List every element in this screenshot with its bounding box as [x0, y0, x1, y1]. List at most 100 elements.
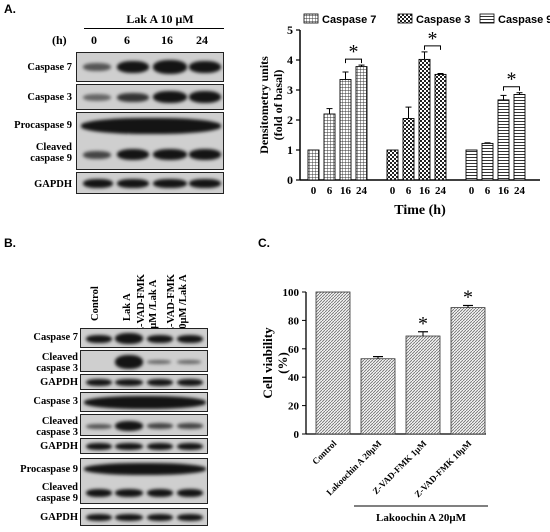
chart-a-sig-star: *: [507, 69, 517, 91]
chart-a-ytick-label: 5: [287, 23, 293, 37]
chart-a-xlabel: Time (h): [394, 203, 446, 218]
panel-c-letter: C.: [258, 236, 270, 250]
chart-a-xtick-label: 16: [498, 185, 510, 197]
blot-a-cleaved-caspase9-label: Cleaved caspase 9: [30, 142, 72, 164]
panel-b-letter: B.: [4, 236, 16, 250]
panel-b-lane-3: Z-VAD-FMK 10μM /Lak A: [166, 274, 189, 334]
chart-a-ytick-label: 1: [287, 143, 293, 157]
chart-a-xtick-label: 24: [435, 185, 447, 197]
chart-a-ytick-label: 4: [287, 53, 293, 67]
chart-a-bar: [355, 66, 368, 181]
chart-a-bar: [307, 149, 320, 181]
blot-b-gapdh1: [80, 374, 208, 390]
chart-c-bar: [315, 291, 351, 435]
panel-a-lane-2: 16: [161, 33, 173, 47]
chart-a-xtick-label: 16: [340, 185, 352, 197]
blot-b-gapdh1-label: GAPDH: [40, 377, 78, 388]
panel-a-time-unit: (h): [52, 33, 67, 47]
chart-a-bar: [465, 149, 478, 181]
panel-b-lane-0: Control: [90, 286, 101, 321]
chart-c-bar: [360, 358, 396, 435]
panel-a-lane-0: 0: [91, 33, 97, 47]
chart-a-legend-swatch: [479, 13, 495, 24]
blot-b-gapdh2-label: GAPDH: [40, 441, 78, 452]
chart-a-xtick-label: 6: [327, 185, 333, 197]
blot-b-caspase7: [80, 328, 208, 348]
chart-a-bar: [513, 94, 526, 181]
chart-a-xtick-label: 0: [311, 185, 317, 197]
blot-a-caspase3-label: Caspase 3: [27, 92, 72, 103]
blot-a-caspase7: [76, 52, 224, 82]
chart-a-legend-label: Caspase 7: [322, 14, 376, 26]
blot-b-cleaved-caspase9-label: Cleaved caspase 9: [36, 482, 78, 504]
chart-a-ylabel: Densitometry units(fold of basal): [257, 56, 285, 154]
panel-a-treatment-line: [84, 28, 224, 29]
blot-b-caspase3-label: Caspase 3: [33, 396, 78, 407]
chart-a-bar: [323, 113, 336, 181]
chart-c-ytick-label: 80: [288, 315, 300, 327]
blot-a-procaspase9-label: Procaspase 9: [14, 120, 72, 131]
panel-b-lane-1: Lak A: [122, 293, 133, 321]
chart-a-xtick-label: 6: [406, 185, 412, 197]
blot-b-procaspase9-label: Procaspase 9: [20, 464, 78, 475]
chart-c-sig-star: *: [463, 286, 473, 308]
chart-c-bar: [405, 335, 441, 435]
blot-a-caspase9: [76, 112, 224, 170]
blot-a-gapdh-label: GAPDH: [34, 179, 72, 190]
chart-a-ytick-label: 3: [287, 83, 293, 97]
chart-a-sig-bracket: [503, 86, 520, 91]
panel-a-lane-3: 24: [196, 33, 208, 47]
chart-a-sig-star: *: [428, 28, 438, 50]
panel-a-lane-1: 6: [124, 33, 130, 47]
chart-a-xtick-label: 24: [514, 185, 526, 197]
blot-a-gapdh: [76, 172, 224, 194]
blot-b-cleaved-caspase3: [80, 350, 208, 372]
chart-a-ytick-label: 0: [287, 173, 293, 187]
chart-a-ytick-label: 2: [287, 113, 293, 127]
chart-a-bar: [481, 142, 494, 181]
chart-c-sig-star: *: [418, 313, 428, 335]
chart-c-xtick-label: Control: [310, 438, 339, 467]
chart-a-xtick-label: 0: [469, 185, 475, 197]
chart-a-legend-label: Caspase 3: [416, 14, 470, 26]
chart-c-ylabel: Cell viability(%): [260, 327, 290, 399]
chart-a-xtick-label: 6: [485, 185, 491, 197]
chart-a-bar: [434, 73, 447, 181]
panel-b-lane-2: Z-VAD-FMK 1μM /Lak A: [136, 274, 159, 334]
chart-a-bar: [497, 99, 510, 181]
chart-a-bar: [402, 118, 415, 181]
chart-a-legend-swatch: [303, 13, 319, 24]
chart-c-ytick-label: 20: [288, 401, 300, 413]
blot-b-caspase3: [80, 392, 208, 412]
blot-b-caspase7-label: Caspase 7: [33, 332, 78, 343]
chart-a-bar: [386, 149, 399, 181]
chart-a-sig-bracket: [345, 58, 362, 64]
chart-a-legend-swatch: [397, 13, 413, 24]
chart-c-ytick-label: 100: [283, 287, 300, 299]
chart-a-legend-label: Caspase 9: [498, 14, 550, 26]
chart-c-ytick-label: 40: [288, 372, 300, 384]
blot-b-gapdh3-label: GAPDH: [40, 512, 78, 523]
blot-b-gapdh3: [80, 508, 208, 526]
chart-a-bar: [418, 58, 431, 181]
blot-b-cleaved-caspase3b: [80, 414, 208, 436]
blot-a-caspase3: [76, 84, 224, 110]
chart-a-sig-bracket: [424, 45, 441, 50]
chart-c-bar: [450, 307, 486, 435]
chart-a-xtick-label: 16: [419, 185, 431, 197]
blot-a-caspase7-label: Caspase 7: [27, 62, 72, 73]
chart-a-sig-star: *: [349, 41, 359, 63]
blot-b-gapdh2: [80, 438, 208, 454]
panel-a-treatment: Lak A 10 μM: [126, 12, 194, 26]
chart-c-ytick-label: 0: [294, 429, 300, 441]
chart-a-xtick-label: 24: [356, 185, 368, 197]
blot-b-cleaved-caspase3b-label: Cleaved caspase 3: [36, 416, 78, 438]
panel-a-letter: A.: [4, 2, 16, 16]
blot-b-caspase9: [80, 458, 208, 504]
chart-c-ytick-label: 60: [288, 344, 300, 356]
chart-c-group-label: Lakoochin A 20μM: [376, 512, 467, 524]
chart-a-xtick-label: 0: [390, 185, 396, 197]
blot-b-cleaved-caspase3-label: Cleaved caspase 3: [36, 352, 78, 374]
